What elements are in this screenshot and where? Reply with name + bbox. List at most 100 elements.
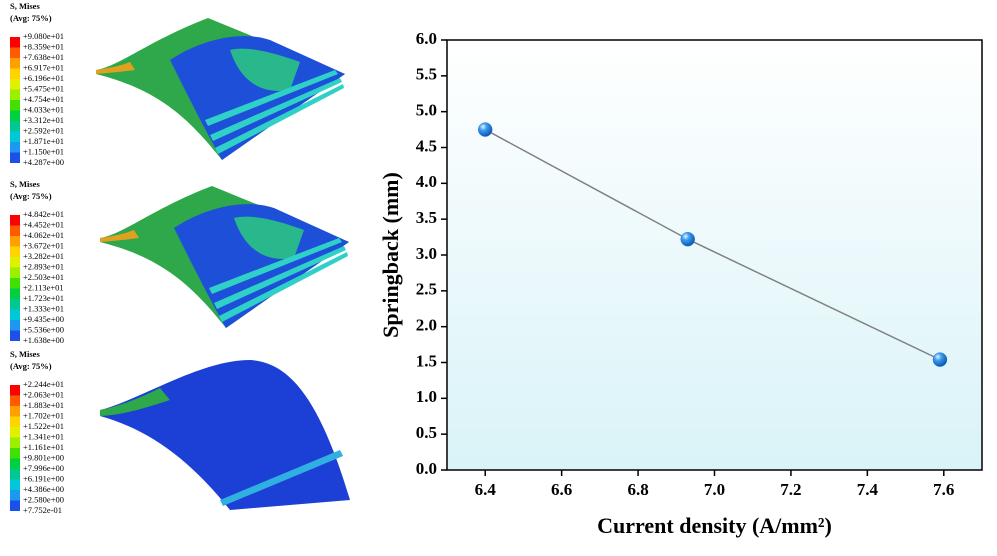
legend-swatch xyxy=(10,458,20,469)
legend-swatch xyxy=(10,437,20,448)
legend-swatch xyxy=(10,427,20,438)
y-axis-label: Springback (mm) xyxy=(378,172,403,338)
legend-swatch xyxy=(10,110,20,121)
legend-level: +1.333e+01 xyxy=(23,303,64,313)
legend-swatch xyxy=(10,142,20,153)
legend-swatch xyxy=(10,100,20,111)
legend-level: +4.033e+01 xyxy=(23,104,64,114)
legend-swatch xyxy=(10,68,20,79)
y-tick-label: 5.5 xyxy=(416,65,437,84)
axes: 0.0 0.5 1.0 1.5 2.0 2.5 3.0 3.5 4.0 4.5 5.0 5.5 6.0 6… xyxy=(378,29,954,538)
y-tick-label: 3.0 xyxy=(416,244,437,263)
legend-swatch xyxy=(10,79,20,90)
legend-level: +4.287e+00 xyxy=(23,157,64,167)
legend-level: +2.113e+01 xyxy=(23,282,64,292)
x-tick-label: 7.6 xyxy=(933,480,954,499)
legend-level: +9.435e+00 xyxy=(23,314,64,324)
legend-swatch xyxy=(10,121,20,132)
legend-level: +8.359e+01 xyxy=(23,41,64,51)
legend-swatch xyxy=(10,278,20,289)
legend-swatch xyxy=(10,385,20,396)
legend-subtitle: (Avg: 75%) xyxy=(10,191,52,201)
legend-swatch xyxy=(10,47,20,58)
legend-level: +1.150e+01 xyxy=(23,146,64,156)
legend-level: +4.062e+01 xyxy=(23,230,64,240)
legend-level: +7.752e-01 xyxy=(23,505,62,515)
x-tick-label: 6.6 xyxy=(551,480,572,499)
legend-level: +2.503e+01 xyxy=(23,272,64,282)
y-tick-label: 1.0 xyxy=(416,387,437,406)
y-tick-label: 2.0 xyxy=(416,316,437,335)
legend-swatch xyxy=(10,416,20,427)
legend-level: +2.592e+01 xyxy=(23,125,64,135)
legend-swatch xyxy=(10,215,20,226)
legend-swatch xyxy=(10,299,20,310)
legend-level: +4.452e+01 xyxy=(23,219,64,229)
legend-level: +4.386e+00 xyxy=(23,484,64,494)
legend-swatch xyxy=(10,479,20,490)
legend-subtitle: (Avg: 75%) xyxy=(10,13,52,23)
data-point xyxy=(680,231,695,247)
legend-level: +2.893e+01 xyxy=(23,261,64,271)
legend-level: +1.638e+00 xyxy=(23,335,64,345)
legend-swatch xyxy=(10,288,20,299)
legend-swatch xyxy=(10,330,20,341)
contour-image xyxy=(100,360,350,510)
contour-image xyxy=(96,18,345,160)
legend-level: +7.996e+00 xyxy=(23,463,64,473)
legend-swatch xyxy=(10,131,20,142)
legend-level: +1.522e+01 xyxy=(23,421,64,431)
y-tick-label: 0.5 xyxy=(416,423,437,442)
legend-level: +5.475e+01 xyxy=(23,83,64,93)
legend-swatch xyxy=(10,37,20,48)
legend-swatch xyxy=(10,236,20,247)
legend-title: S, Mises xyxy=(10,179,40,189)
legend-level: +1.883e+01 xyxy=(23,400,64,410)
legend-level: +2.580e+00 xyxy=(23,494,64,504)
legend-swatch xyxy=(10,448,20,459)
legend-level: +3.312e+01 xyxy=(23,115,64,125)
legend-level: +3.282e+01 xyxy=(23,251,64,261)
legend-swatch xyxy=(10,406,20,417)
contour-legends: S, Mises(Avg: 75%)+9.080e+01+8.359e+01+7… xyxy=(10,1,64,515)
x-tick-label: 7.2 xyxy=(780,480,801,499)
x-tick-label: 6.4 xyxy=(475,480,497,499)
legend-swatch xyxy=(10,469,20,480)
y-tick-label: 0.0 xyxy=(416,459,437,478)
legend-level: +9.080e+01 xyxy=(23,31,64,41)
legend-swatch xyxy=(10,89,20,100)
legend-level: +4.754e+01 xyxy=(23,94,64,104)
legend-swatch xyxy=(10,246,20,257)
y-tick-label: 5.0 xyxy=(416,101,437,120)
legend-level: +1.341e+01 xyxy=(23,431,64,441)
y-tick-label: 4.5 xyxy=(416,136,437,155)
y-tick-label: 4.0 xyxy=(416,172,437,191)
contour-image xyxy=(100,186,349,328)
legend-level: +1.871e+01 xyxy=(23,136,64,146)
legend-level: +6.191e+00 xyxy=(23,473,64,483)
legend-title: S, Mises xyxy=(10,349,40,359)
data-point xyxy=(477,122,493,137)
legend-swatch xyxy=(10,267,20,278)
legend-swatch xyxy=(10,152,20,163)
legend-swatch xyxy=(10,395,20,406)
legend-swatch xyxy=(10,309,20,320)
legend-title: S, Mises xyxy=(10,1,40,11)
legend-subtitle: (Avg: 75%) xyxy=(10,361,52,371)
y-tick-label: 3.5 xyxy=(416,208,437,227)
legend-swatch xyxy=(10,490,20,501)
y-tick-label: 2.5 xyxy=(416,280,437,299)
x-axis-label: Current density (A/mm²) xyxy=(597,513,832,538)
legend-level: +2.063e+01 xyxy=(23,389,64,399)
legend-level: +1.723e+01 xyxy=(23,293,64,303)
legend-swatch xyxy=(10,320,20,331)
legend-level: +5.536e+00 xyxy=(23,324,64,334)
legend-level: +4.842e+01 xyxy=(23,209,64,219)
legend-level: +7.638e+01 xyxy=(23,52,64,62)
x-tick-label: 7.4 xyxy=(857,480,879,499)
plot-area xyxy=(446,39,983,471)
data-point xyxy=(932,352,948,367)
legend-swatch xyxy=(10,500,20,511)
legend-level: +6.196e+01 xyxy=(23,73,64,83)
